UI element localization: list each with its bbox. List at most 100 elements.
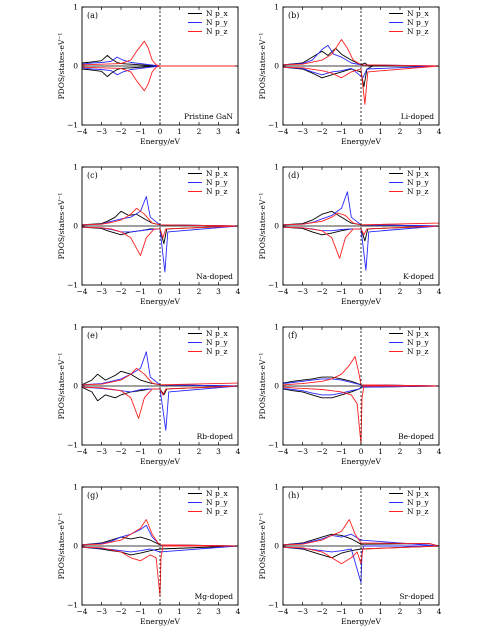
x-tick-label: 3 — [216, 607, 221, 616]
panel-annotation: Pristine GaN — [184, 112, 233, 121]
series-3-down — [81, 225, 239, 256]
panel-annotation: Rb-doped — [197, 432, 234, 441]
x-tick-label: 0 — [359, 287, 364, 296]
legend-label: N p_y — [407, 338, 429, 347]
panel-annotation: Na-doped — [196, 272, 233, 281]
series-2-up — [282, 378, 440, 387]
y-tick-label: 1 — [274, 483, 279, 492]
series-2-up — [81, 351, 239, 387]
y-tick-label: −1 — [268, 281, 279, 290]
x-tick-label: −2 — [115, 447, 126, 456]
series-1-down — [282, 65, 439, 88]
series-2-up — [81, 524, 239, 547]
y-tick-label: −1 — [67, 441, 78, 450]
x-axis-label: Energy/eV — [341, 617, 381, 626]
y-tick-label: 0 — [274, 222, 279, 231]
series-1-down — [282, 225, 440, 242]
x-tick-label: 4 — [437, 287, 442, 296]
series-1-up — [282, 533, 440, 547]
y-axis-label: PDOS/states·eV⁻¹ — [258, 193, 267, 260]
x-tick-label: −2 — [316, 127, 327, 136]
x-tick-label: −4 — [76, 447, 87, 456]
x-axis-label: Energy/eV — [341, 457, 381, 466]
x-tick-label: 0 — [158, 127, 163, 136]
x-tick-label: 1 — [177, 607, 182, 616]
x-tick-label: 4 — [437, 607, 442, 616]
series-3-up — [81, 367, 239, 386]
x-tick-label: −2 — [115, 287, 126, 296]
series-3-down — [81, 65, 238, 92]
panel-d: −4 −3 −2 −1 0 1 2 3 410−1Energy/eVPDOS/states·eV… — [258, 163, 442, 306]
legend-label: N p_z — [407, 27, 428, 36]
x-tick-label: −4 — [277, 127, 288, 136]
x-tick-label: 3 — [417, 607, 422, 616]
panel-label: (e) — [87, 331, 98, 340]
series-1-up — [282, 47, 439, 67]
series-3-down — [282, 225, 440, 259]
legend-label: N p_y — [206, 178, 228, 187]
y-tick-label: 1 — [274, 163, 279, 172]
x-tick-label: 4 — [437, 127, 442, 136]
legend-label: N p_x — [407, 329, 429, 338]
x-tick-label: 4 — [437, 447, 442, 456]
x-tick-label: −2 — [115, 607, 126, 616]
series-3-down — [81, 545, 238, 597]
legend-label: N p_z — [407, 187, 428, 196]
series-3-down — [81, 385, 239, 419]
panel-e: −4 −3 −2 −1 0 1 2 3 410−1Energy/eVPDOS/states·eV… — [57, 323, 241, 466]
panel-b: −4 −3 −2 −1 0 1 2 3 410−1Energy/eVPDOS/states·eV… — [258, 3, 442, 146]
legend-label: N p_x — [206, 489, 228, 498]
x-tick-label: 1 — [378, 287, 383, 296]
panel-f: −4 −3 −2 −1 0 1 2 3 410−1Energy/eVPDOS/states·eV… — [258, 323, 442, 466]
panel-annotation: Mg-doped — [195, 592, 234, 601]
y-tick-label: 0 — [274, 542, 279, 551]
x-axis-label: Energy/eV — [140, 457, 180, 466]
series-2-up — [81, 56, 238, 67]
x-tick-label: 3 — [216, 447, 221, 456]
x-tick-label: 2 — [197, 127, 202, 136]
x-tick-label: −1 — [336, 127, 347, 136]
x-tick-label: 3 — [216, 287, 221, 296]
x-tick-label: −4 — [277, 447, 288, 456]
series-2-up — [282, 44, 440, 67]
x-tick-label: −3 — [297, 287, 308, 296]
y-axis-label: PDOS/states·eV⁻¹ — [57, 193, 66, 260]
panel-label: (a) — [87, 11, 98, 20]
legend-label: N p_y — [407, 18, 429, 27]
x-tick-label: 1 — [378, 607, 383, 616]
x-tick-label: −4 — [76, 287, 87, 296]
x-tick-label: −1 — [336, 447, 347, 456]
x-tick-label: −2 — [316, 607, 327, 616]
x-tick-label: 4 — [236, 607, 241, 616]
y-tick-label: 1 — [73, 3, 78, 12]
panel-h: −4 −3 −2 −1 0 1 2 3 410−1Energy/eVPDOS/states·eV… — [258, 483, 442, 626]
x-tick-label: 2 — [197, 607, 202, 616]
x-tick-label: −2 — [115, 127, 126, 136]
y-tick-label: 1 — [73, 163, 78, 172]
y-tick-label: 0 — [73, 382, 78, 391]
x-tick-label: −3 — [96, 287, 107, 296]
x-axis-label: Energy/eV — [140, 617, 180, 626]
y-tick-label: 0 — [274, 382, 279, 391]
y-tick-label: 1 — [73, 483, 78, 492]
panel-g: −4 −3 −2 −1 0 1 2 3 410−1Energy/eVPDOS/states·eV… — [57, 483, 241, 626]
series-3-up — [81, 40, 238, 67]
x-tick-label: 3 — [417, 127, 422, 136]
x-tick-label: 0 — [158, 447, 163, 456]
x-tick-label: 1 — [177, 287, 182, 296]
panel-label: (b) — [288, 11, 299, 20]
y-tick-label: −1 — [67, 121, 78, 130]
legend-label: N p_x — [407, 9, 429, 18]
x-tick-label: 2 — [398, 127, 403, 136]
series-3-down — [282, 65, 440, 105]
series-1-down — [81, 545, 239, 556]
x-tick-label: 3 — [417, 287, 422, 296]
legend-label: N p_y — [206, 338, 228, 347]
x-tick-label: −4 — [277, 287, 288, 296]
y-axis-label: PDOS/states·eV⁻¹ — [258, 513, 267, 580]
y-tick-label: −1 — [268, 441, 279, 450]
legend-label: N p_z — [206, 507, 227, 516]
x-tick-label: 2 — [398, 287, 403, 296]
series-3-up — [282, 356, 440, 387]
